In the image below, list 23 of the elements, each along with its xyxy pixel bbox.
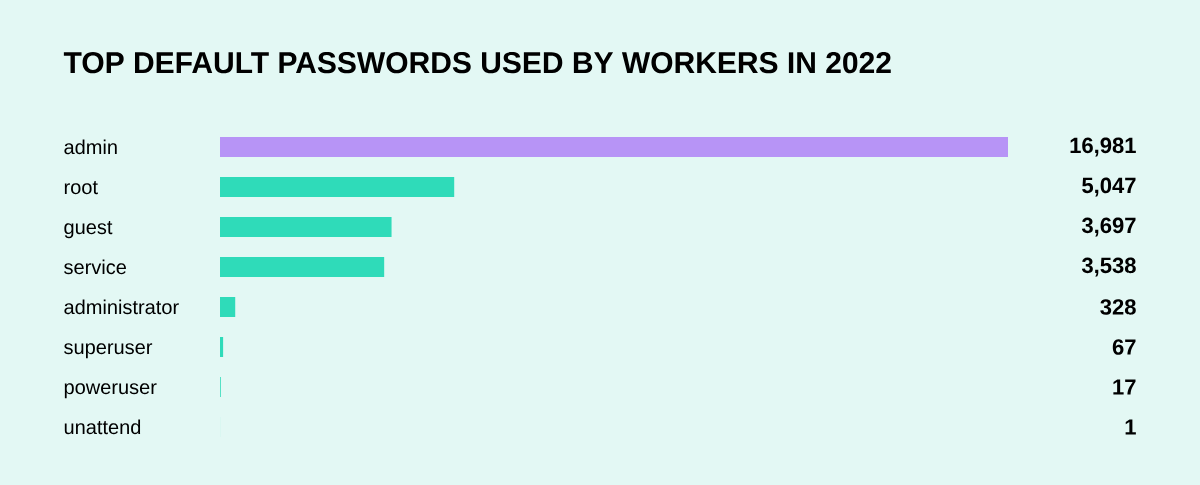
y-tick-label: root xyxy=(64,181,98,195)
data-label: 3,697 xyxy=(1081,217,1136,237)
data-label: 5,047 xyxy=(1082,177,1136,197)
y-tick-label: administrator xyxy=(64,299,179,315)
y-tick-label: poweruser xyxy=(64,383,157,399)
y-tick-label: admin xyxy=(64,139,117,155)
data-label: 1 xyxy=(1125,419,1136,435)
y-tick-label: guest xyxy=(64,221,113,239)
y-tick-label: unattend xyxy=(64,419,141,435)
bar xyxy=(220,217,392,238)
data-label: 16,981 xyxy=(1070,137,1136,157)
bar xyxy=(220,177,455,197)
data-label: 17 xyxy=(1113,379,1136,395)
y-tick-label: superuser xyxy=(64,343,153,359)
bar xyxy=(220,257,385,277)
data-label: 3,538 xyxy=(1081,257,1136,277)
data-label: 328 xyxy=(1100,299,1136,315)
bar xyxy=(220,337,224,357)
bar xyxy=(220,137,1008,157)
y-tick-label: service xyxy=(64,259,126,275)
bar xyxy=(220,297,236,317)
chart-title: TOP DEFAULT PASSWORDS USED BY WORKERS IN 2022 xyxy=(63,52,891,74)
data-label: 67 xyxy=(1112,339,1136,355)
